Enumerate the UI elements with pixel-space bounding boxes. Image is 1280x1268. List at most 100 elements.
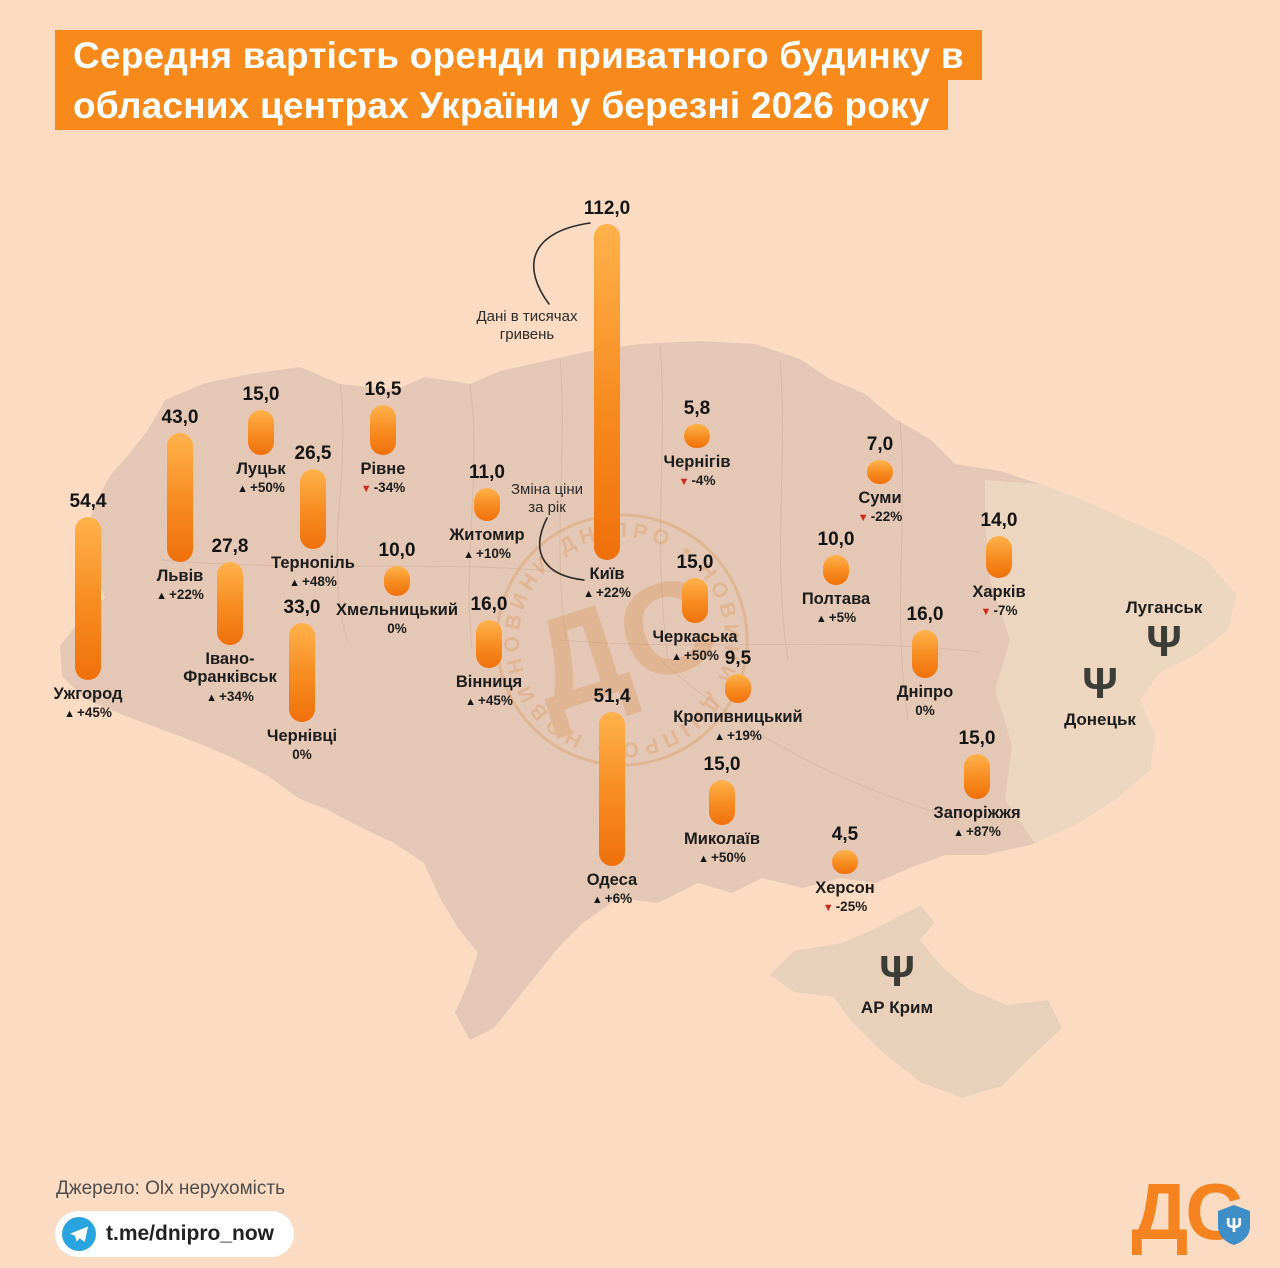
- city-change: ▲ +87%: [953, 824, 1001, 840]
- city-name: Львів: [156, 567, 204, 585]
- city-change: ▲ +48%: [289, 574, 337, 590]
- city-meta: Кропивницький ▲ +19%: [648, 708, 828, 743]
- telegram-icon: [62, 1217, 96, 1251]
- trident-icon: Ψ: [879, 947, 915, 996]
- trend-down-icon: ▼: [857, 512, 869, 525]
- city-marker-chernivtsi: 33,0 Чернівці 0%: [267, 597, 337, 762]
- occupied-name: Донецьк: [1064, 710, 1136, 729]
- city-marker-zaporizhzhia: 15,0 Запоріжжя ▲ +87%: [933, 728, 1020, 839]
- occupied-name: АР Крим: [860, 998, 934, 1017]
- city-name: Житомир: [449, 526, 525, 544]
- city-name: Дніпро: [896, 683, 954, 701]
- city-name: Кропивницький: [673, 708, 803, 726]
- city-change: ▼ -4%: [678, 473, 716, 489]
- trend-up-icon: ▲: [953, 827, 964, 840]
- city-marker-uzhhorod: 54,4 Ужгород ▲ +45%: [54, 491, 123, 720]
- city-change: ▲ +50%: [237, 480, 285, 496]
- city-change: 0%: [387, 621, 407, 637]
- trend-up-icon: ▲: [64, 708, 75, 721]
- trend-up-icon: ▲: [698, 853, 709, 866]
- city-value: 33,0: [283, 597, 321, 618]
- city-meta: Харків ▼ -7%: [909, 583, 1089, 618]
- city-marker-mykolaiv: 15,0 Миколаїв ▲ +50%: [684, 754, 760, 865]
- city-value: 7,0: [866, 434, 894, 455]
- trend-up-icon: ▲: [156, 590, 167, 603]
- city-value: 54,4: [69, 491, 107, 512]
- city-meta: Львів ▲ +22%: [90, 567, 270, 602]
- city-name: Івано- Франківськ: [183, 650, 277, 687]
- city-meta: Одеса ▲ +6%: [522, 871, 702, 906]
- ukraine-mainland-shape: [60, 341, 1236, 1040]
- city-marker-poltava: 10,0 Полтава ▲ +5%: [802, 529, 870, 625]
- trend-up-icon: ▲: [583, 588, 594, 601]
- city-change: ▲ +45%: [64, 705, 112, 721]
- city-name: Запоріжжя: [933, 804, 1021, 822]
- crimea-shape: [770, 905, 1062, 1098]
- city-marker-kyiv: 112,0 Київ ▲ +22%: [583, 198, 631, 600]
- city-change: ▼ -22%: [857, 509, 903, 525]
- city-marker-zhytomyr: 11,0 Житомир ▲ +10%: [449, 462, 524, 561]
- city-marker-sumy: 7,0 Суми ▼ -22%: [858, 434, 902, 524]
- trend-up-icon: ▲: [465, 696, 476, 709]
- city-change: ▲ +19%: [714, 728, 762, 744]
- city-change: ▲ +6%: [591, 891, 633, 907]
- city-name: Миколаїв: [683, 830, 761, 848]
- city-marker-kherson: 4,5 Херсон ▼ -25%: [815, 824, 874, 914]
- city-meta: Полтава ▲ +5%: [746, 590, 926, 625]
- city-value: 4,5: [831, 824, 859, 845]
- city-value: 16,5: [364, 379, 402, 400]
- city-meta: Чернігів ▼ -4%: [607, 453, 787, 488]
- city-marker-lviv: 43,0 Львів ▲ +22%: [156, 407, 204, 602]
- city-change: ▲ +50%: [671, 648, 719, 664]
- east-regions-shade: [985, 480, 1236, 843]
- city-marker-ivano-frankivsk: 27,8 Івано- Франківськ ▲ +34%: [183, 536, 276, 704]
- city-value: 26,5: [294, 443, 332, 464]
- city-value: 10,0: [378, 540, 416, 561]
- shield-trident-icon: Ψ: [1218, 1205, 1250, 1245]
- city-meta: Луцьк ▲ +50%: [171, 460, 351, 495]
- city-change: ▲ +45%: [465, 693, 513, 709]
- city-name: Херсон: [815, 879, 875, 897]
- city-value: 11,0: [469, 462, 505, 483]
- city-meta: Черкаська ▲ +50%: [605, 628, 785, 663]
- city-value: 15,0: [958, 728, 996, 749]
- city-name: Тернопіль: [271, 554, 355, 572]
- trend-up-icon: ▲: [237, 483, 248, 496]
- city-value: 10,0: [817, 529, 855, 550]
- city-meta: Ужгород ▲ +45%: [0, 685, 178, 720]
- city-name: Чернівці: [266, 727, 338, 745]
- change-note: Зміна ціни за рік: [510, 481, 584, 516]
- city-change: ▲ +5%: [815, 610, 857, 626]
- telegram-link[interactable]: t.me/dnipro_now: [55, 1211, 294, 1257]
- city-meta: Херсон ▼ -25%: [755, 879, 935, 914]
- city-meta: Вінниця ▲ +45%: [399, 673, 579, 708]
- city-value: 14,0: [980, 510, 1018, 531]
- trend-up-icon: ▲: [463, 549, 474, 562]
- trend-up-icon: ▲: [591, 894, 603, 907]
- source-text: Джерело: Olx нерухомість: [56, 1178, 286, 1199]
- trend-down-icon: ▼: [980, 606, 992, 619]
- oblast-borders: [159, 345, 981, 821]
- city-change: ▼ -25%: [822, 899, 868, 915]
- city-marker-vinnytsia: 16,0 Вінниця ▲ +45%: [456, 594, 522, 708]
- occupied-marker-luhansk: Луганськ Ψ: [1126, 598, 1203, 664]
- city-change: ▲ +34%: [206, 688, 254, 704]
- city-value: 16,0: [906, 604, 944, 625]
- city-value: 112,0: [583, 198, 631, 219]
- city-marker-odesa: 51,4 Одеса ▲ +6%: [587, 686, 637, 906]
- trend-up-icon: ▲: [714, 731, 725, 744]
- trend-down-icon: ▼: [360, 483, 372, 496]
- city-meta: Миколаїв ▲ +50%: [632, 830, 812, 865]
- units-note: Дані в тисячах гривень: [476, 308, 578, 343]
- city-marker-ternopil: 26,5 Тернопіль ▲ +48%: [271, 443, 355, 589]
- city-meta: Івано- Франківськ ▲ +34%: [140, 650, 320, 704]
- title-block: Середня вартість оренди приватного будин…: [55, 30, 982, 130]
- city-name: Чернігів: [663, 453, 731, 471]
- city-change: ▲ +22%: [156, 587, 204, 603]
- city-name: Одеса: [586, 871, 638, 889]
- city-change: ▲ +22%: [583, 585, 631, 601]
- city-value: 43,0: [161, 407, 199, 428]
